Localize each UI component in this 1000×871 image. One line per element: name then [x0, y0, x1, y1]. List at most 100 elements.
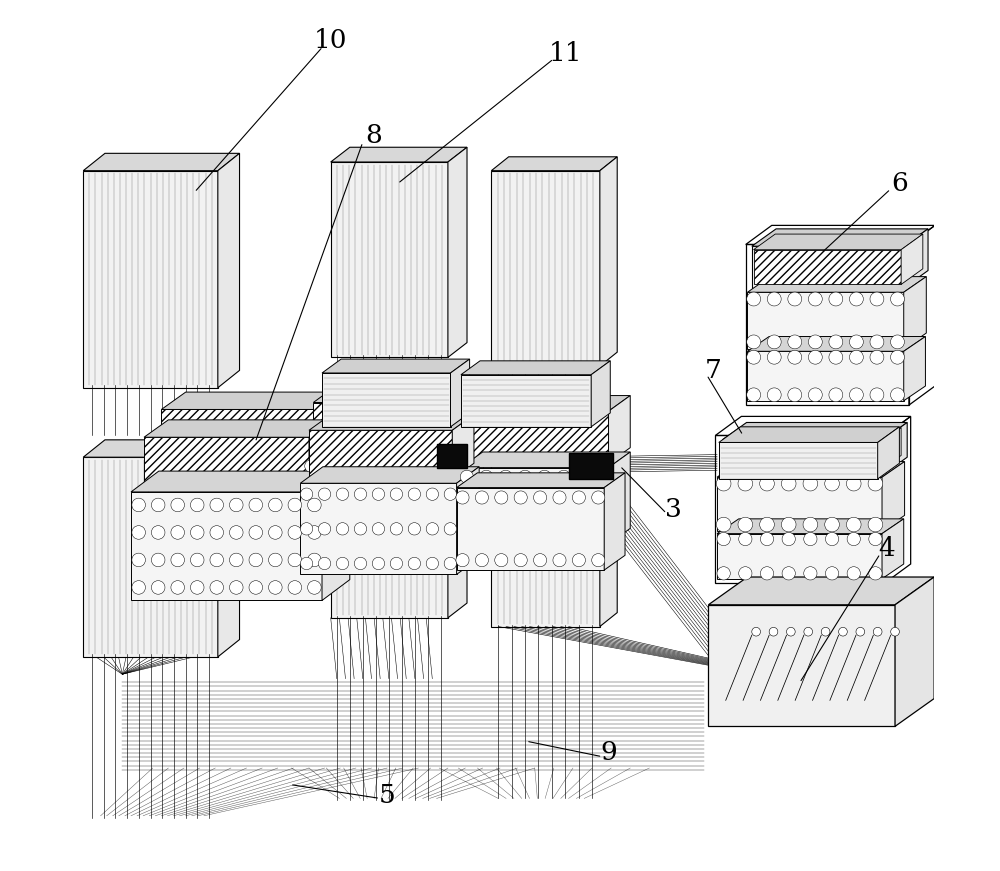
Polygon shape	[491, 417, 617, 431]
Circle shape	[760, 476, 774, 491]
Polygon shape	[452, 415, 474, 479]
Polygon shape	[717, 534, 882, 578]
Circle shape	[808, 350, 822, 364]
Circle shape	[372, 557, 385, 570]
Circle shape	[298, 501, 311, 514]
Circle shape	[318, 557, 331, 570]
Circle shape	[868, 517, 883, 532]
Circle shape	[782, 567, 795, 580]
Circle shape	[553, 491, 566, 504]
Polygon shape	[309, 415, 474, 430]
Polygon shape	[747, 351, 904, 401]
Circle shape	[288, 553, 302, 567]
Circle shape	[847, 532, 860, 545]
Circle shape	[788, 292, 802, 306]
Circle shape	[323, 460, 335, 472]
Polygon shape	[747, 336, 925, 351]
Circle shape	[534, 554, 547, 567]
Circle shape	[308, 553, 321, 567]
Circle shape	[480, 470, 493, 483]
Circle shape	[787, 627, 795, 636]
Circle shape	[870, 350, 884, 364]
Polygon shape	[437, 444, 467, 469]
Circle shape	[538, 529, 551, 542]
Circle shape	[390, 523, 403, 535]
Polygon shape	[882, 519, 904, 578]
Circle shape	[359, 516, 371, 529]
Polygon shape	[457, 467, 479, 574]
Circle shape	[596, 470, 609, 483]
Polygon shape	[724, 428, 901, 442]
Circle shape	[747, 388, 761, 402]
Circle shape	[149, 532, 162, 545]
Circle shape	[839, 627, 847, 636]
Circle shape	[891, 335, 904, 349]
Circle shape	[168, 532, 181, 545]
Polygon shape	[461, 468, 609, 544]
Polygon shape	[305, 457, 461, 531]
Circle shape	[190, 553, 204, 567]
Circle shape	[205, 532, 218, 545]
Polygon shape	[83, 171, 218, 388]
Polygon shape	[708, 604, 895, 726]
Polygon shape	[322, 392, 346, 462]
Circle shape	[449, 460, 461, 472]
Polygon shape	[461, 375, 591, 427]
Circle shape	[804, 627, 813, 636]
Circle shape	[891, 388, 904, 402]
Circle shape	[829, 292, 843, 306]
Circle shape	[870, 388, 884, 402]
Circle shape	[372, 488, 385, 500]
Circle shape	[132, 498, 145, 512]
Circle shape	[377, 516, 389, 529]
Circle shape	[205, 501, 218, 514]
Circle shape	[767, 388, 781, 402]
Circle shape	[336, 557, 349, 570]
Polygon shape	[313, 402, 457, 453]
Polygon shape	[461, 452, 630, 468]
Circle shape	[553, 554, 566, 567]
Circle shape	[534, 491, 547, 504]
Polygon shape	[604, 473, 625, 571]
Circle shape	[849, 350, 863, 364]
Polygon shape	[491, 431, 600, 626]
Circle shape	[495, 491, 508, 504]
Polygon shape	[880, 428, 901, 470]
Circle shape	[891, 627, 899, 636]
Circle shape	[846, 476, 861, 491]
Polygon shape	[218, 440, 240, 657]
Circle shape	[280, 501, 293, 514]
Circle shape	[261, 501, 274, 514]
Circle shape	[151, 581, 165, 594]
Circle shape	[717, 532, 730, 545]
Polygon shape	[754, 234, 923, 250]
Circle shape	[739, 567, 752, 580]
Polygon shape	[882, 462, 905, 531]
Circle shape	[738, 517, 753, 532]
Circle shape	[210, 581, 224, 594]
Polygon shape	[300, 483, 457, 574]
Circle shape	[475, 554, 488, 567]
Circle shape	[804, 532, 817, 545]
Circle shape	[308, 581, 321, 594]
Circle shape	[856, 627, 865, 636]
Polygon shape	[878, 427, 899, 479]
Circle shape	[261, 469, 274, 483]
Circle shape	[431, 516, 443, 529]
Polygon shape	[904, 229, 928, 288]
Polygon shape	[309, 420, 333, 488]
Polygon shape	[300, 467, 479, 483]
Circle shape	[808, 388, 822, 402]
Circle shape	[849, 335, 863, 349]
Circle shape	[431, 460, 443, 472]
Polygon shape	[451, 359, 470, 427]
Circle shape	[849, 292, 863, 306]
Circle shape	[747, 292, 761, 306]
Circle shape	[229, 581, 243, 594]
Circle shape	[190, 581, 204, 594]
Circle shape	[298, 532, 311, 545]
Circle shape	[767, 292, 781, 306]
Circle shape	[413, 460, 425, 472]
Circle shape	[190, 498, 204, 512]
Circle shape	[341, 460, 353, 472]
